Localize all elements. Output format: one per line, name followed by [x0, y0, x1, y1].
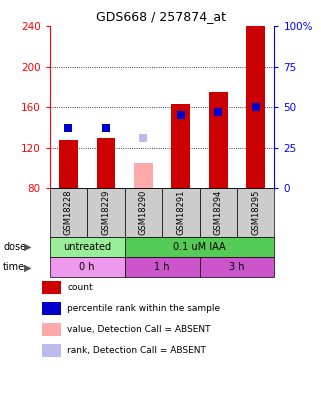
Bar: [237, 188, 274, 237]
Bar: [50, 188, 87, 237]
Bar: [125, 188, 162, 237]
Text: GSM18295: GSM18295: [251, 190, 260, 235]
Text: 1 h: 1 h: [154, 262, 170, 272]
Text: value, Detection Call = ABSENT: value, Detection Call = ABSENT: [67, 325, 211, 334]
Bar: [162, 188, 200, 237]
Bar: [125, 237, 274, 257]
Text: 3 h: 3 h: [229, 262, 245, 272]
Bar: [171, 104, 190, 188]
Bar: [134, 163, 153, 188]
Text: GSM18228: GSM18228: [64, 190, 73, 235]
Text: GSM18290: GSM18290: [139, 190, 148, 235]
Bar: [59, 140, 78, 188]
Text: percentile rank within the sample: percentile rank within the sample: [67, 304, 221, 313]
Bar: [87, 188, 125, 237]
Text: ▶: ▶: [23, 242, 31, 252]
Bar: [247, 26, 265, 188]
Bar: [125, 257, 200, 277]
Text: time: time: [3, 262, 25, 272]
Text: GSM18229: GSM18229: [101, 190, 110, 235]
Text: 0 h: 0 h: [80, 262, 95, 272]
Bar: [50, 257, 125, 277]
Text: GSM18294: GSM18294: [214, 190, 223, 235]
Text: 0.1 uM IAA: 0.1 uM IAA: [173, 242, 226, 252]
Text: GSM18291: GSM18291: [176, 190, 185, 235]
Text: GDS668 / 257874_at: GDS668 / 257874_at: [96, 10, 225, 23]
Text: dose: dose: [3, 242, 26, 252]
Bar: [200, 257, 274, 277]
Text: untreated: untreated: [63, 242, 111, 252]
Text: ▶: ▶: [23, 262, 31, 272]
Bar: [50, 237, 125, 257]
Bar: [200, 188, 237, 237]
Bar: [209, 92, 228, 188]
Bar: [97, 138, 115, 188]
Text: rank, Detection Call = ABSENT: rank, Detection Call = ABSENT: [67, 346, 206, 355]
Text: count: count: [67, 283, 93, 292]
